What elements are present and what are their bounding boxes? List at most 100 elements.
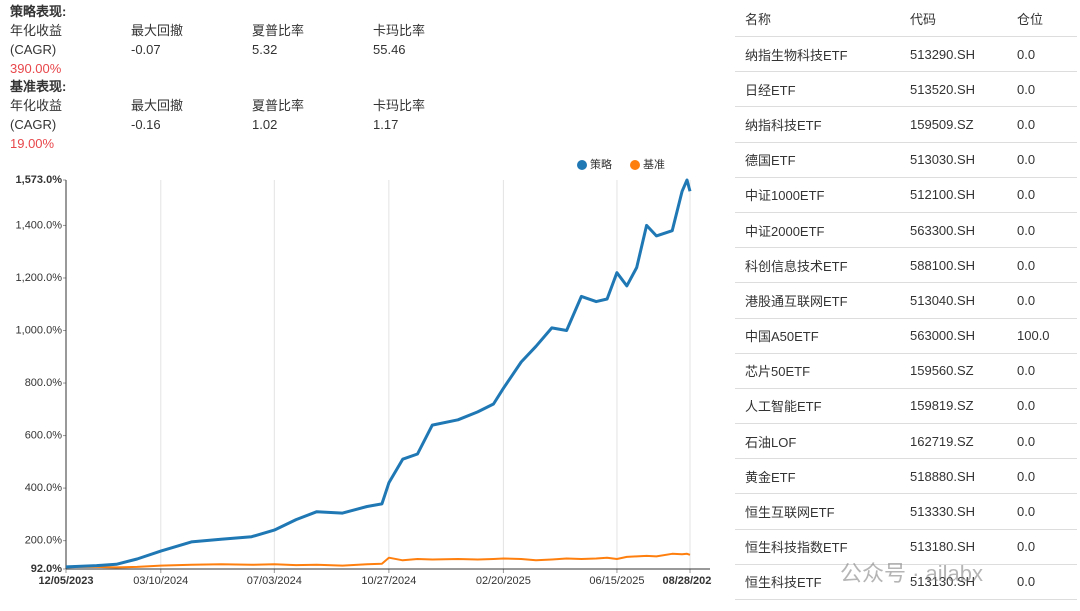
stats-value: -0.16	[131, 117, 161, 132]
chart: 12/05/2023 03/10/2024 07/03/2024 10/27/2024…	[16, 157, 712, 587]
holdings-table: 名称 代码 仓位 纳指生物科技ETF 513290.SH 0.0 日经ETF 513520.S…	[735, 0, 1077, 611]
table-cell: 563300.SH	[910, 222, 976, 238]
benchmark-stats: 基准表现: 年化收益 (CAGR) 19.00% 最大回撤 -0.16 夏普比率 1.02…	[10, 77, 494, 153]
stats-header: 最大回撤	[131, 23, 184, 38]
strategy-stats: 策略表现: 年化收益 (CAGR) 390.00% 最大回撤 -0.07 夏普比率 5.3…	[10, 2, 494, 78]
table-row: 港股通互联网ETF 513040.SH 0.0	[735, 283, 1077, 319]
table-cell: 中国A50ETF	[745, 329, 819, 345]
table-row: 日经ETF 513520.SH 0.0	[735, 72, 1077, 108]
table-cell: 芯片50ETF	[745, 364, 811, 380]
stats-columns: 年化收益 (CAGR) 390.00% 最大回撤 -0.07 夏普比率 5.32 卡玛比率 5…	[10, 21, 494, 78]
stats-value: 5.32	[252, 42, 278, 57]
x-tick-label: 12/05/2023	[38, 575, 93, 587]
x-tick-label: 10/27/2024	[361, 575, 416, 587]
stats-value: 55.46	[373, 42, 406, 57]
stats-column: 最大回撤 -0.07	[131, 21, 252, 78]
series-line	[66, 552, 691, 569]
y-tick-label: 1,200.0%	[16, 272, 63, 284]
table-cell: 0.0	[1017, 222, 1036, 238]
table-cell: 0.0	[1017, 116, 1036, 132]
table-cell: 0.0	[1017, 81, 1036, 97]
table-cell: 513290.SH	[910, 46, 976, 62]
stats-header: 卡玛比率	[373, 98, 426, 113]
table-cell: 513040.SH	[910, 292, 976, 308]
y-tick-label: 200.0%	[25, 535, 63, 547]
y-tick-label: 1,573.0%	[16, 174, 63, 186]
table-cell: 中证1000ETF	[745, 188, 825, 204]
stats-value: -0.07	[131, 42, 161, 57]
table-cell: 国证2000指数ETF	[735, 608, 900, 611]
stats-header: 卡玛比率	[373, 23, 426, 38]
table-row: 科创信息技术ETF 588100.SH 0.0	[735, 248, 1077, 284]
stats-column: 最大回撤 -0.16	[131, 96, 252, 153]
table-cell: 563000.SH	[910, 328, 976, 344]
table-cell: 100.0	[1017, 328, 1050, 344]
header-cell: 代码	[910, 11, 937, 27]
x-tick-label: 08/28/2025	[662, 575, 712, 587]
stats-header: 最大回撤	[131, 98, 184, 113]
table-cell: 恒生科技指数ETF	[745, 540, 848, 556]
header-cell: 仓位	[1017, 11, 1044, 27]
table-cell: 518880.SH	[910, 468, 976, 484]
table-cell: 0.0	[1017, 433, 1036, 449]
stats-header: 夏普比率	[252, 98, 305, 113]
header-cell: 名称	[745, 11, 772, 27]
series-line	[65, 178, 692, 569]
table-row: 恒生科技指数ETF 513180.SH 0.0	[735, 530, 1077, 565]
table-cell: 0.0	[1017, 257, 1036, 273]
table-cell: 中证2000ETF	[745, 223, 825, 239]
table-cell: 0.0	[1017, 152, 1036, 168]
stats-value: 1.02	[252, 117, 278, 132]
y-tick-label: 600.0%	[25, 429, 63, 441]
legend-marker	[577, 160, 587, 170]
stats-column: 夏普比率 1.02	[252, 96, 373, 153]
x-tick-label: 03/10/2024	[133, 575, 188, 587]
table-cell: 港股通互联网ETF	[745, 293, 848, 309]
table-cell: 科创信息技术ETF	[745, 258, 848, 274]
table-row: 中国A50ETF 563000.SH 100.0	[735, 319, 1077, 354]
table-row: 恒生科技ETF 513130.SH 0.0	[735, 565, 1077, 600]
table-cell: 纳指科技ETF	[745, 117, 822, 133]
stats-column: 年化收益 (CAGR) 19.00%	[10, 96, 131, 153]
table-cell: 512100.SH	[910, 187, 976, 203]
table-cell: 159819.SZ	[910, 398, 974, 414]
table-cell: 162719.SZ	[910, 433, 974, 449]
table-cell: 恒生互联网ETF	[745, 505, 835, 521]
table-cell: 人工智能ETF	[745, 399, 822, 415]
stats-column: 年化收益 (CAGR) 390.00%	[10, 21, 131, 78]
legend-label: 基准	[643, 158, 665, 171]
legend-marker	[630, 160, 640, 170]
stats-column: 卡玛比率 1.17	[373, 96, 494, 153]
table-cell: 159505.SZ	[900, 610, 1007, 611]
y-tick-label: 92.0%	[31, 563, 62, 575]
table-cell: 0.0	[1017, 187, 1036, 203]
table-cell: 588100.SH	[910, 257, 976, 273]
stats-header: 夏普比率	[252, 23, 305, 38]
table-cell: 石油LOF	[745, 434, 797, 450]
table-row: 德国ETF 513030.SH 0.0	[735, 143, 1077, 178]
y-tick-label: 1,400.0%	[16, 219, 63, 231]
table-cell: 513520.SH	[910, 81, 976, 97]
stats-header: 年化收益 (CAGR)	[10, 23, 63, 57]
watermark: 公众号 · ailabx	[840, 561, 984, 586]
table-row: 芯片50ETF 159560.SZ 0.0	[735, 354, 1077, 389]
table-row: 中证2000ETF 563300.SH 0.0	[735, 213, 1077, 249]
table-cell: 159560.SZ	[910, 363, 974, 379]
table-row: 石油LOF 162719.SZ 0.0	[735, 424, 1077, 460]
table-row: 恒生互联网ETF 513330.SH 0.0	[735, 494, 1077, 530]
table-cell: 0.0	[1017, 363, 1036, 379]
stats-title: 策略表现:	[10, 4, 67, 19]
stats-header: 年化收益 (CAGR)	[10, 98, 63, 132]
table-cell: 纳指生物科技ETF	[745, 47, 848, 63]
x-tick-label: 07/03/2024	[247, 575, 302, 587]
table-cell: 黄金ETF	[745, 469, 796, 485]
stats-value: 19.00%	[10, 136, 55, 151]
table-cell: 0.0	[1017, 504, 1036, 520]
table-cell: 0.0	[1017, 539, 1036, 555]
table-header: 名称 代码 仓位	[735, 0, 1077, 37]
y-tick-label: 400.0%	[25, 482, 63, 494]
stats-value: 1.17	[373, 117, 399, 132]
table-cell: 0.0	[1017, 292, 1036, 308]
y-tick-label: 1,000.0%	[16, 324, 63, 336]
